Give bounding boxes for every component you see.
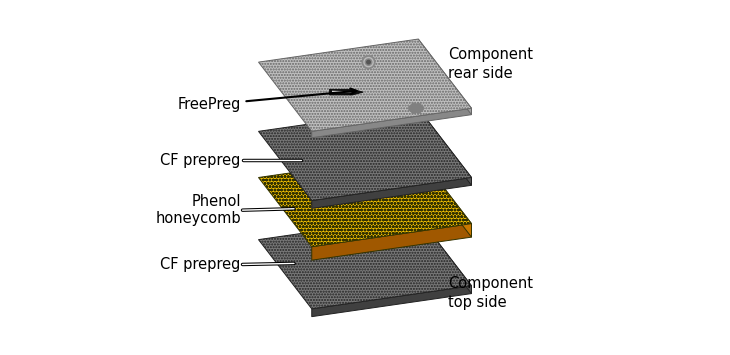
Polygon shape [312, 178, 472, 208]
Polygon shape [258, 108, 472, 201]
Circle shape [390, 167, 393, 170]
Polygon shape [312, 286, 472, 317]
Circle shape [411, 108, 417, 114]
Text: CF prepreg: CF prepreg [161, 257, 241, 272]
Circle shape [411, 103, 417, 109]
Circle shape [362, 56, 375, 69]
Polygon shape [418, 217, 472, 294]
Text: Phenol
honeycomb: Phenol honeycomb [155, 194, 241, 226]
Polygon shape [332, 91, 356, 92]
Text: Component
top side: Component top side [448, 276, 534, 310]
Text: FreePreg: FreePreg [177, 88, 356, 112]
Polygon shape [418, 154, 472, 237]
Circle shape [365, 59, 372, 65]
Circle shape [366, 60, 370, 64]
Circle shape [415, 106, 418, 110]
Text: Component
rear side: Component rear side [448, 47, 534, 81]
Circle shape [387, 164, 392, 169]
Polygon shape [258, 217, 472, 309]
Circle shape [364, 58, 373, 67]
Circle shape [415, 108, 421, 114]
Polygon shape [312, 224, 472, 260]
Polygon shape [418, 39, 472, 115]
Polygon shape [312, 108, 472, 138]
Circle shape [385, 165, 390, 171]
Circle shape [409, 105, 415, 111]
Circle shape [387, 168, 392, 173]
Circle shape [415, 103, 421, 109]
Polygon shape [418, 108, 472, 185]
Circle shape [418, 105, 424, 111]
Circle shape [391, 168, 396, 173]
Polygon shape [329, 89, 364, 95]
Polygon shape [258, 154, 472, 247]
Text: CF prepreg: CF prepreg [161, 153, 241, 168]
Polygon shape [258, 39, 472, 131]
Circle shape [393, 165, 399, 171]
Circle shape [391, 164, 396, 169]
